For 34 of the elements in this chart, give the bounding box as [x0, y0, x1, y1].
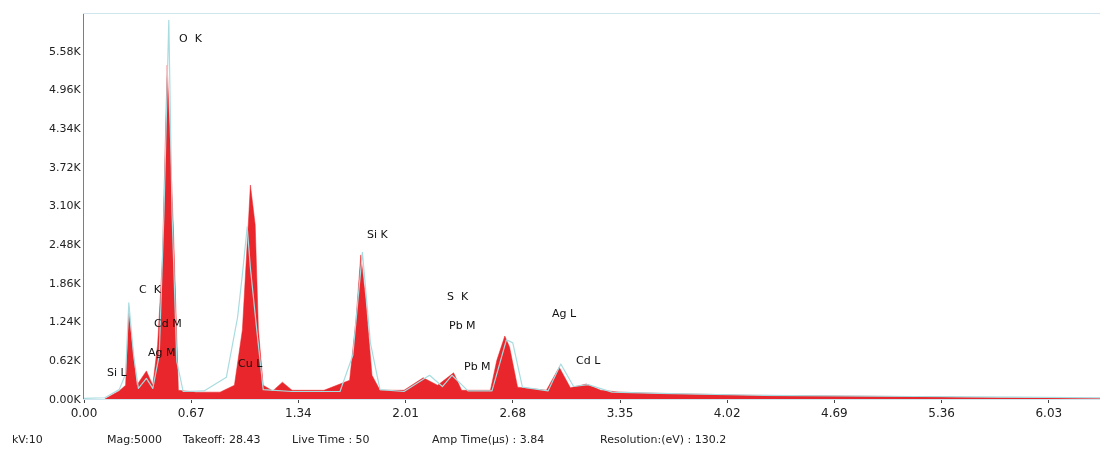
annotation: O K: [179, 32, 203, 45]
annotation: Pb M: [449, 319, 476, 332]
y-tick-label: 2.48K: [49, 238, 82, 252]
x-tick-label: 4.02: [713, 406, 741, 421]
y-tick-label: 0.00K: [49, 392, 82, 406]
y-tick-label: 0.62K: [49, 354, 82, 368]
x-tick-label: 2.68: [499, 406, 527, 421]
text: Resolution:(eV) : 130.2: [600, 433, 727, 446]
annotation: Ag L: [552, 307, 577, 320]
x-tick-label: 2.01: [392, 406, 419, 421]
x-tick-label: 0.00: [70, 406, 98, 421]
y-tick-label: 1.86K: [49, 276, 82, 290]
y-tick-label: 4.34K: [49, 122, 82, 136]
y-tick-label: 3.10K: [49, 199, 82, 213]
text: Takeoff: 28.43: [182, 433, 261, 446]
annotation: S K: [447, 290, 469, 303]
text: Mag:5000: [107, 433, 162, 446]
text: Live Time : 50: [292, 433, 370, 446]
text: Amp Time(µs) : 3.84: [432, 433, 545, 446]
x-tick-label: 6.03: [1035, 406, 1063, 421]
annotation: Pb M: [464, 360, 491, 373]
x-tick-label: 3.35: [606, 406, 634, 421]
x-tick-label: 4.69: [821, 406, 848, 421]
text: kV:10: [12, 433, 43, 446]
y-tick-label: 4.96K: [49, 83, 82, 97]
y-tick-label: 3.72K: [49, 160, 82, 174]
x-tick-label: 5.36: [928, 406, 955, 421]
annotation: Si K: [367, 228, 389, 241]
annotation: Cd L: [576, 354, 602, 367]
y-tick-label: 1.24K: [49, 315, 82, 329]
x-tick-label: 0.67: [177, 406, 205, 421]
x-tick-label: 1.34: [285, 406, 312, 421]
y-tick-label: 5.58K: [49, 44, 82, 58]
annotation: C K: [139, 283, 162, 296]
